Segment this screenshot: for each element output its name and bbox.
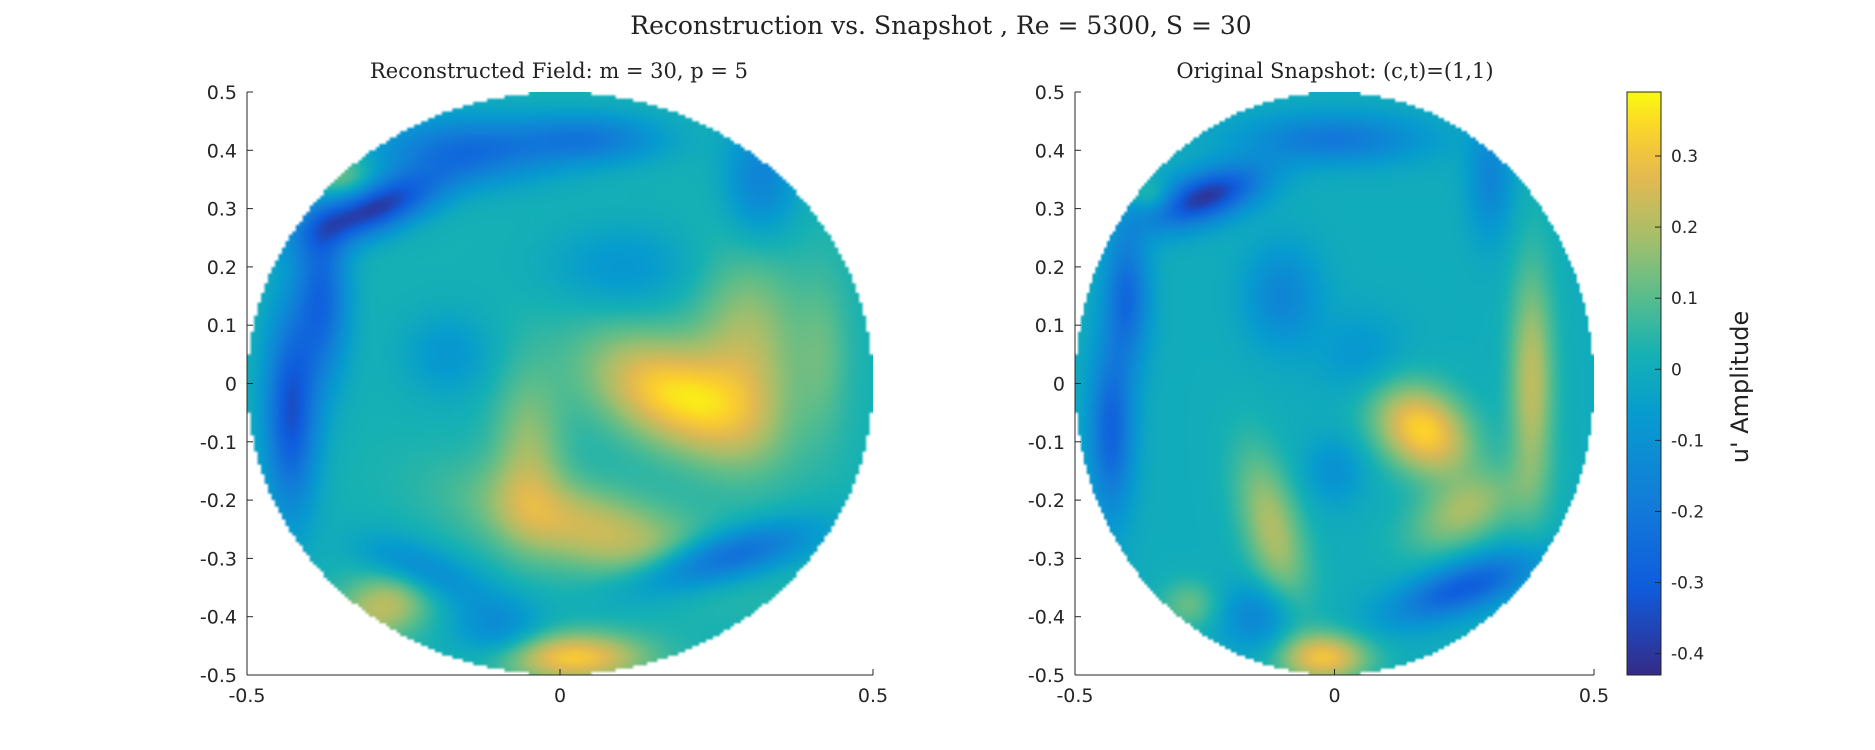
x-tick-label: 0.5: [858, 685, 888, 707]
y-tick-label: 0.4: [207, 140, 237, 162]
y-tick-label: -0.1: [200, 432, 237, 454]
colorbar-tick-label: -0.4: [1671, 645, 1704, 665]
colorbar: u' Amplitude 0.3 0.2 0.1 0 -0.1 -0.2 -0.3 -0.4: [1626, 91, 1754, 676]
y-tick-label: 0.5: [1035, 82, 1065, 104]
y-tick-label: -0.3: [1028, 548, 1065, 570]
figure-title: Reconstruction vs. Snapshot , Re = 5300,…: [630, 11, 1251, 40]
heatmap-disk: [1075, 92, 1594, 675]
panel-original-snapshot: Original Snapshot: (c,t)=(1,1) 0.5 0.4 0.3…: [1028, 59, 1609, 707]
x-tick-label: 0: [1328, 685, 1340, 707]
colorbar-label: u' Amplitude: [1726, 311, 1754, 463]
colorbar-tick-label: -0.3: [1671, 574, 1704, 594]
y-tick-label: -0.5: [200, 665, 237, 687]
y-tick-label: 0.3: [207, 199, 237, 221]
panel-title-reconstructed: Reconstructed Field: m = 30, p = 5: [370, 59, 748, 83]
colorbar-tick-label: -0.2: [1671, 502, 1704, 522]
y-tick-label: -0.2: [1028, 490, 1065, 512]
y-tick-label: -0.1: [1028, 432, 1065, 454]
y-tick-label: -0.4: [200, 607, 237, 629]
x-tick-label: 0.5: [1579, 685, 1609, 707]
y-tick-label: 0.2: [207, 257, 237, 279]
y-tick-label: 0: [225, 374, 237, 396]
y-tick-label: 0.4: [1035, 140, 1065, 162]
panel-reconstructed: Reconstructed Field: m = 30, p = 5 0.5 0.…: [200, 59, 888, 707]
y-tick-label: 0: [1053, 374, 1065, 396]
y-tick-label: 0.1: [1035, 315, 1065, 337]
y-tick-label: -0.4: [1028, 607, 1065, 629]
colorbar-tick-label: 0.3: [1671, 147, 1698, 167]
colorbar-tick-label: 0: [1671, 360, 1682, 380]
heatmap-disk: [247, 92, 873, 675]
y-tick-label: -0.5: [1028, 665, 1065, 687]
x-tick-label: 0: [554, 685, 566, 707]
x-tick-label: -0.5: [228, 685, 265, 707]
y-tick-label: 0.1: [207, 315, 237, 337]
y-tick-label: 0.2: [1035, 257, 1065, 279]
y-tick-label: 0.5: [207, 82, 237, 104]
colorbar-gradient: [1626, 91, 1662, 676]
colorbar-tick-label: -0.1: [1671, 431, 1704, 451]
x-tick-label: -0.5: [1056, 685, 1093, 707]
colorbar-tick-label: 0.2: [1671, 218, 1698, 238]
colorbar-tick-label: 0.1: [1671, 289, 1698, 309]
y-tick-label: -0.3: [200, 548, 237, 570]
y-tick-label: -0.2: [200, 490, 237, 512]
panel-title-original: Original Snapshot: (c,t)=(1,1): [1176, 59, 1493, 83]
y-tick-label: 0.3: [1035, 199, 1065, 221]
